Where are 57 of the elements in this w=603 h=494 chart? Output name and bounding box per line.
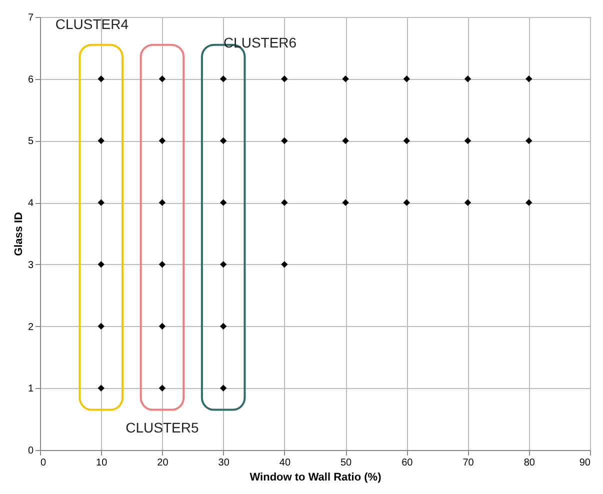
- x-tick-label: 80: [524, 458, 536, 468]
- y-tick-label: 1: [28, 384, 34, 395]
- point: [526, 76, 532, 82]
- y-tick-label: 2: [28, 322, 34, 333]
- point: [98, 261, 104, 268]
- y-tick-label: 4: [28, 198, 34, 210]
- point: [526, 137, 532, 144]
- x-tick-label: 20: [157, 458, 169, 468]
- point: [281, 137, 288, 144]
- point: [403, 137, 410, 144]
- point: [98, 322, 104, 330]
- x-tick-label: 10: [96, 458, 108, 468]
- point: [98, 137, 104, 144]
- point: [281, 76, 288, 82]
- point: [158, 261, 166, 268]
- y-tick-label: 0: [28, 446, 34, 456]
- point: [464, 137, 472, 144]
- point: [220, 137, 227, 144]
- x-tick-label: 50: [340, 458, 352, 468]
- point: [220, 384, 227, 392]
- point: [98, 199, 104, 206]
- point: [464, 199, 472, 206]
- point: [98, 76, 104, 82]
- point: [220, 261, 227, 268]
- point: [220, 199, 227, 206]
- y-tick-label: 3: [28, 260, 34, 271]
- point: [342, 137, 349, 144]
- point: [158, 384, 166, 392]
- x-tick-label: 0: [40, 458, 46, 468]
- x-tick-label: 70: [462, 458, 474, 468]
- point: [158, 199, 166, 206]
- point: [281, 199, 288, 206]
- point: [158, 76, 166, 82]
- annotation: CLUSTER5: [126, 419, 199, 436]
- y-tick-label: 7: [28, 12, 34, 24]
- point: [158, 322, 166, 330]
- y-axis-title: Glass ID: [12, 212, 25, 256]
- x-tick-label: 90: [579, 458, 591, 468]
- point: [220, 76, 227, 82]
- x-tick-label: 60: [402, 458, 414, 468]
- point: [158, 137, 166, 144]
- point: [342, 76, 349, 82]
- annotation: CLUSTER4: [55, 16, 129, 32]
- point: [281, 261, 288, 268]
- point: [98, 384, 104, 392]
- x-tick-label: 30: [218, 458, 230, 468]
- point: [403, 76, 410, 82]
- y-tick-label: 6: [28, 74, 34, 86]
- point: [464, 76, 472, 82]
- y-tick-label: 5: [28, 136, 34, 148]
- x-axis-title: Window to Wall Ratio (%): [250, 472, 382, 484]
- annotation: CLUSTER6: [223, 34, 297, 51]
- point: [526, 199, 532, 206]
- point: [220, 322, 227, 330]
- point: [342, 199, 349, 206]
- x-tick-label: 40: [279, 458, 291, 468]
- point: [403, 199, 410, 206]
